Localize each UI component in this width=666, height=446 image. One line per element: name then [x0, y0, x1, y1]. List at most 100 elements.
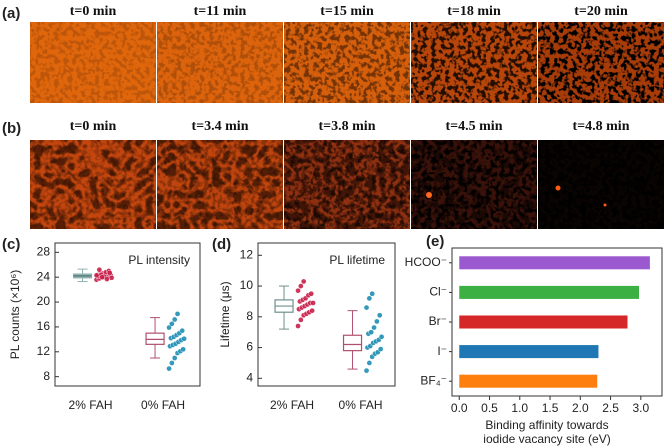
y-tick-label: 6: [246, 340, 253, 354]
data-point: [366, 360, 373, 366]
data-point: [171, 355, 178, 361]
bright-spot: [603, 203, 607, 207]
data-point: [99, 274, 106, 281]
data-point: [300, 278, 307, 285]
plot-frame: [54, 242, 201, 387]
x-tick-label: 0% FAH: [141, 398, 185, 412]
micrograph-spots: [411, 22, 537, 103]
data-point: [366, 295, 373, 302]
data-point: [310, 300, 316, 306]
data-point: [166, 365, 172, 372]
data-point: [371, 324, 377, 331]
data-point: [106, 269, 113, 276]
data-point: [174, 311, 181, 317]
data-point: [179, 327, 186, 334]
data-point: [368, 329, 375, 336]
frame-time-label: t=3.4 min: [192, 119, 249, 134]
data-point: [363, 304, 370, 311]
micrograph-spots: [284, 22, 410, 103]
data-point: [181, 335, 187, 342]
panel-label: (c): [2, 236, 20, 253]
y-tick-label: 10: [240, 278, 254, 292]
data-point: [108, 274, 115, 281]
y-tick-label: 28: [37, 244, 51, 258]
y-tick-label: HCOO⁻: [405, 255, 447, 269]
data-point: [309, 307, 315, 314]
y-tick-label: 4: [246, 370, 253, 384]
y-tick-label: Br⁻: [429, 314, 447, 328]
micrograph-spots: [538, 140, 664, 229]
box: [145, 332, 165, 345]
data-point: [376, 312, 383, 319]
frame-time-label: t=20 min: [574, 4, 628, 19]
y-tick-label: BF₄⁻: [420, 373, 447, 387]
data-point: [104, 276, 110, 282]
panel-label: (e): [426, 233, 444, 250]
data-point: [378, 333, 385, 340]
y-tick-label: 8: [246, 309, 253, 323]
y-axis-label: PL counts (×10⁶): [8, 270, 22, 360]
y-tick-label: Cl⁻: [429, 285, 447, 299]
data-point: [93, 272, 100, 279]
x-axis-label: iodide vacancy site (eV): [483, 432, 610, 446]
data-point: [298, 283, 304, 289]
data-point: [369, 290, 376, 297]
micrograph-spots: [538, 22, 664, 103]
data-point: [96, 266, 103, 273]
data-point: [169, 320, 175, 327]
micrograph-spots: [30, 22, 156, 103]
x-axis-label: Binding affinity towards: [485, 418, 608, 432]
data-point: [363, 367, 370, 374]
data-point: [171, 316, 178, 323]
y-tick-label: 16: [37, 319, 51, 333]
x-tick-label: 2% FAH: [69, 398, 113, 412]
frame-time-label: t=4.8 min: [573, 119, 630, 134]
bar: [459, 256, 650, 270]
x-tick-label: 2.5: [602, 401, 619, 415]
micrograph-spots: [411, 140, 537, 229]
box: [342, 334, 363, 352]
x-tick-label: 3.0: [632, 401, 649, 415]
micrograph-spots: [157, 22, 283, 103]
y-tick-label: 12: [240, 247, 254, 261]
data-point: [295, 323, 301, 329]
x-tick-label: 0% FAH: [339, 398, 383, 412]
frame-time-label: t=3.8 min: [319, 119, 376, 134]
micrograph-spots: [157, 140, 283, 229]
x-tick-label: 1.5: [542, 401, 559, 415]
row-label: (a): [2, 5, 20, 22]
bar: [459, 345, 599, 359]
bright-spot: [555, 185, 561, 191]
bar: [459, 285, 640, 299]
frame-time-label: t=0 min: [70, 119, 117, 134]
frame-time-label: t=0 min: [70, 4, 117, 19]
y-tick-label: 24: [37, 269, 51, 283]
x-tick-label: 2% FAH: [270, 398, 314, 412]
x-tick-label: 0.0: [451, 401, 468, 415]
y-tick-label: 12: [37, 344, 51, 358]
micrograph-spots: [30, 140, 156, 229]
bright-spot: [426, 192, 432, 198]
x-tick-label: 2.0: [572, 401, 589, 415]
data-point: [166, 324, 172, 331]
data-point: [298, 317, 304, 323]
annotation: PL lifetime: [329, 253, 385, 267]
micrograph-spots: [284, 140, 410, 229]
x-tick-label: 1.0: [511, 401, 528, 415]
row-label: (b): [2, 120, 21, 137]
y-tick-label: I⁻: [437, 344, 447, 358]
annotation: PL intensity: [128, 253, 190, 267]
data-point: [377, 346, 384, 352]
data-point: [374, 318, 380, 325]
data-point: [308, 290, 315, 297]
data-point: [295, 287, 301, 294]
frame-time-label: t=18 min: [447, 4, 501, 19]
frame-time-label: t=15 min: [320, 4, 374, 19]
panel-label: (d): [212, 236, 231, 253]
data-point: [180, 346, 187, 353]
frame-time-label: t=11 min: [194, 4, 247, 19]
y-tick-label: 20: [37, 294, 51, 308]
bar: [459, 315, 628, 329]
frame-time-label: t=4.5 min: [446, 119, 503, 134]
